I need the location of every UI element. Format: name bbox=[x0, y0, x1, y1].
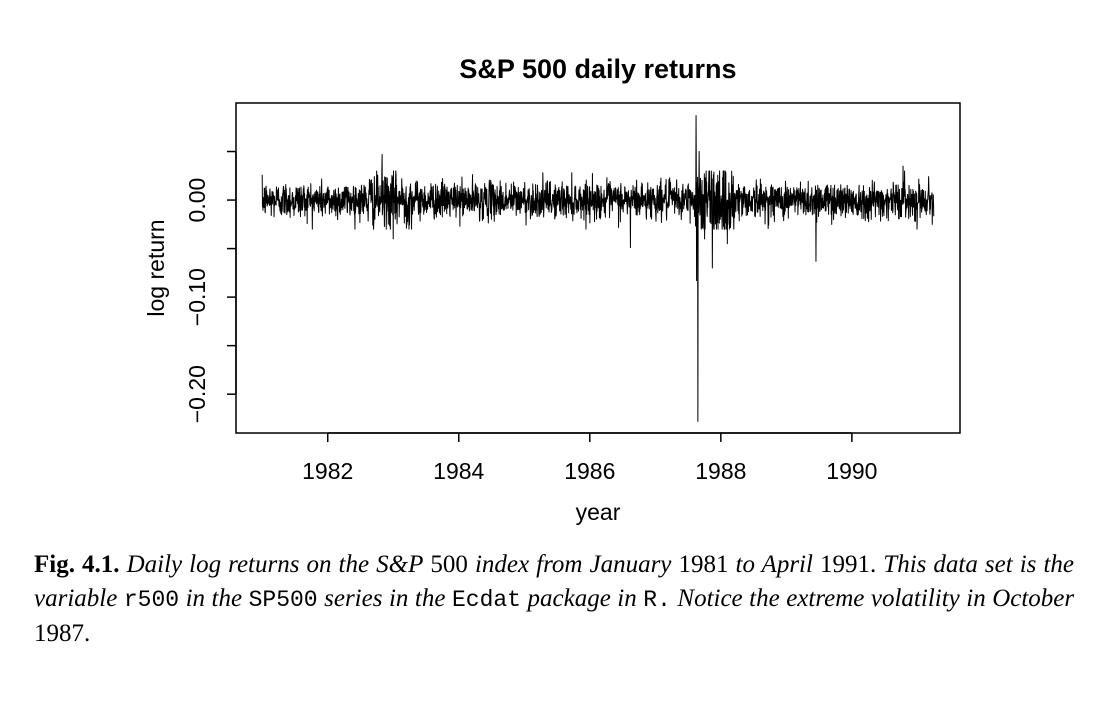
caption-code: Ecdat bbox=[451, 587, 521, 613]
figure-caption: Fig. 4.1. Daily log returns on the S&P 5… bbox=[34, 548, 1074, 651]
caption-text: Notice the extreme volatility in October bbox=[677, 585, 1075, 612]
caption-number: 500 bbox=[430, 551, 468, 578]
caption-code: r500 bbox=[123, 587, 180, 613]
x-tick-label: 1988 bbox=[695, 458, 746, 484]
caption-text: package in bbox=[527, 585, 637, 612]
caption-text: to April bbox=[735, 551, 813, 578]
x-tick-label: 1984 bbox=[433, 458, 484, 484]
x-tick-label: 1990 bbox=[826, 458, 877, 484]
caption-text: in the bbox=[185, 585, 243, 612]
caption-code: R. bbox=[643, 587, 671, 613]
chart-title: S&P 500 daily returns bbox=[459, 54, 736, 84]
x-axis-label: year bbox=[576, 499, 621, 525]
caption-text: index from January bbox=[474, 551, 672, 578]
y-axis-label: log return bbox=[143, 219, 169, 316]
series-line bbox=[261, 115, 935, 422]
plot-frame bbox=[235, 102, 961, 434]
y-tick-label: −0.20 bbox=[184, 365, 210, 423]
x-tick-label: 1982 bbox=[302, 458, 353, 484]
caption-text: This data set is the variable bbox=[34, 551, 1074, 612]
caption-text: series in the bbox=[324, 585, 446, 612]
figure-label: Fig. 4.1. bbox=[34, 551, 120, 578]
caption-code: SP500 bbox=[248, 587, 318, 613]
caption-number: 1991. bbox=[820, 551, 877, 578]
x-axis: 1982 1984 1986 1988 1990 bbox=[302, 432, 877, 484]
caption-text: Daily log returns on the S&P bbox=[126, 551, 424, 578]
caption-number: 1981 bbox=[678, 551, 729, 578]
y-tick-label: −0.10 bbox=[184, 268, 210, 326]
y-tick-label: 0.00 bbox=[184, 178, 210, 223]
y-axis: −0.20 −0.10 0.00 bbox=[184, 150, 237, 423]
chart: S&P 500 daily returns 1982 1984 1986 1988 19… bbox=[143, 54, 961, 525]
x-tick-label: 1986 bbox=[564, 458, 615, 484]
caption-number: 1987. bbox=[34, 620, 91, 647]
